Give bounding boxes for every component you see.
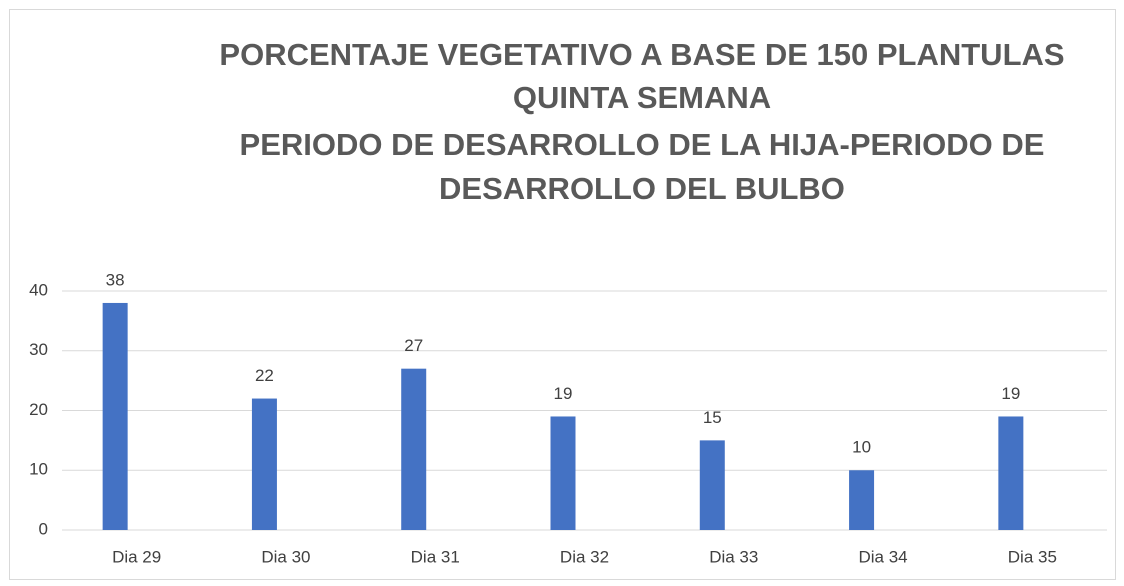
data-label: 38 [106, 270, 125, 289]
data-label: 22 [255, 366, 274, 385]
bar [550, 416, 576, 530]
chart-title: PORCENTAJE VEGETATIVO A BASE DE 150 PLAN… [219, 37, 1064, 72]
bar [998, 416, 1024, 530]
bar [849, 470, 875, 530]
data-label: 19 [1001, 384, 1020, 403]
y-tick-label: 0 [39, 519, 48, 538]
chart-title: PERIODO DE DESARROLLO DE LA HIJA-PERIODO… [240, 127, 1045, 162]
chart-title: QUINTA SEMANA [513, 80, 771, 115]
y-tick-label: 20 [29, 400, 48, 419]
y-tick-label: 30 [29, 340, 48, 359]
chart-title: DESARROLLO DEL BULBO [439, 171, 845, 206]
bar [102, 302, 128, 530]
bar [699, 440, 725, 530]
bar [251, 398, 277, 530]
x-tick-label: Dia 31 [411, 547, 460, 566]
y-tick-label: 40 [29, 280, 48, 299]
data-label: 27 [404, 336, 423, 355]
x-tick-label: Dia 32 [560, 547, 609, 566]
bar [401, 368, 427, 530]
data-label: 10 [852, 438, 871, 457]
x-tick-label: Dia 33 [709, 547, 758, 566]
x-tick-label: Dia 29 [112, 547, 161, 566]
y-tick-label: 10 [29, 460, 48, 479]
x-tick-label: Dia 30 [261, 547, 310, 566]
data-label: 19 [554, 384, 573, 403]
x-tick-label: Dia 35 [1008, 547, 1057, 566]
data-label: 15 [703, 408, 722, 427]
x-tick-label: Dia 34 [859, 547, 908, 566]
